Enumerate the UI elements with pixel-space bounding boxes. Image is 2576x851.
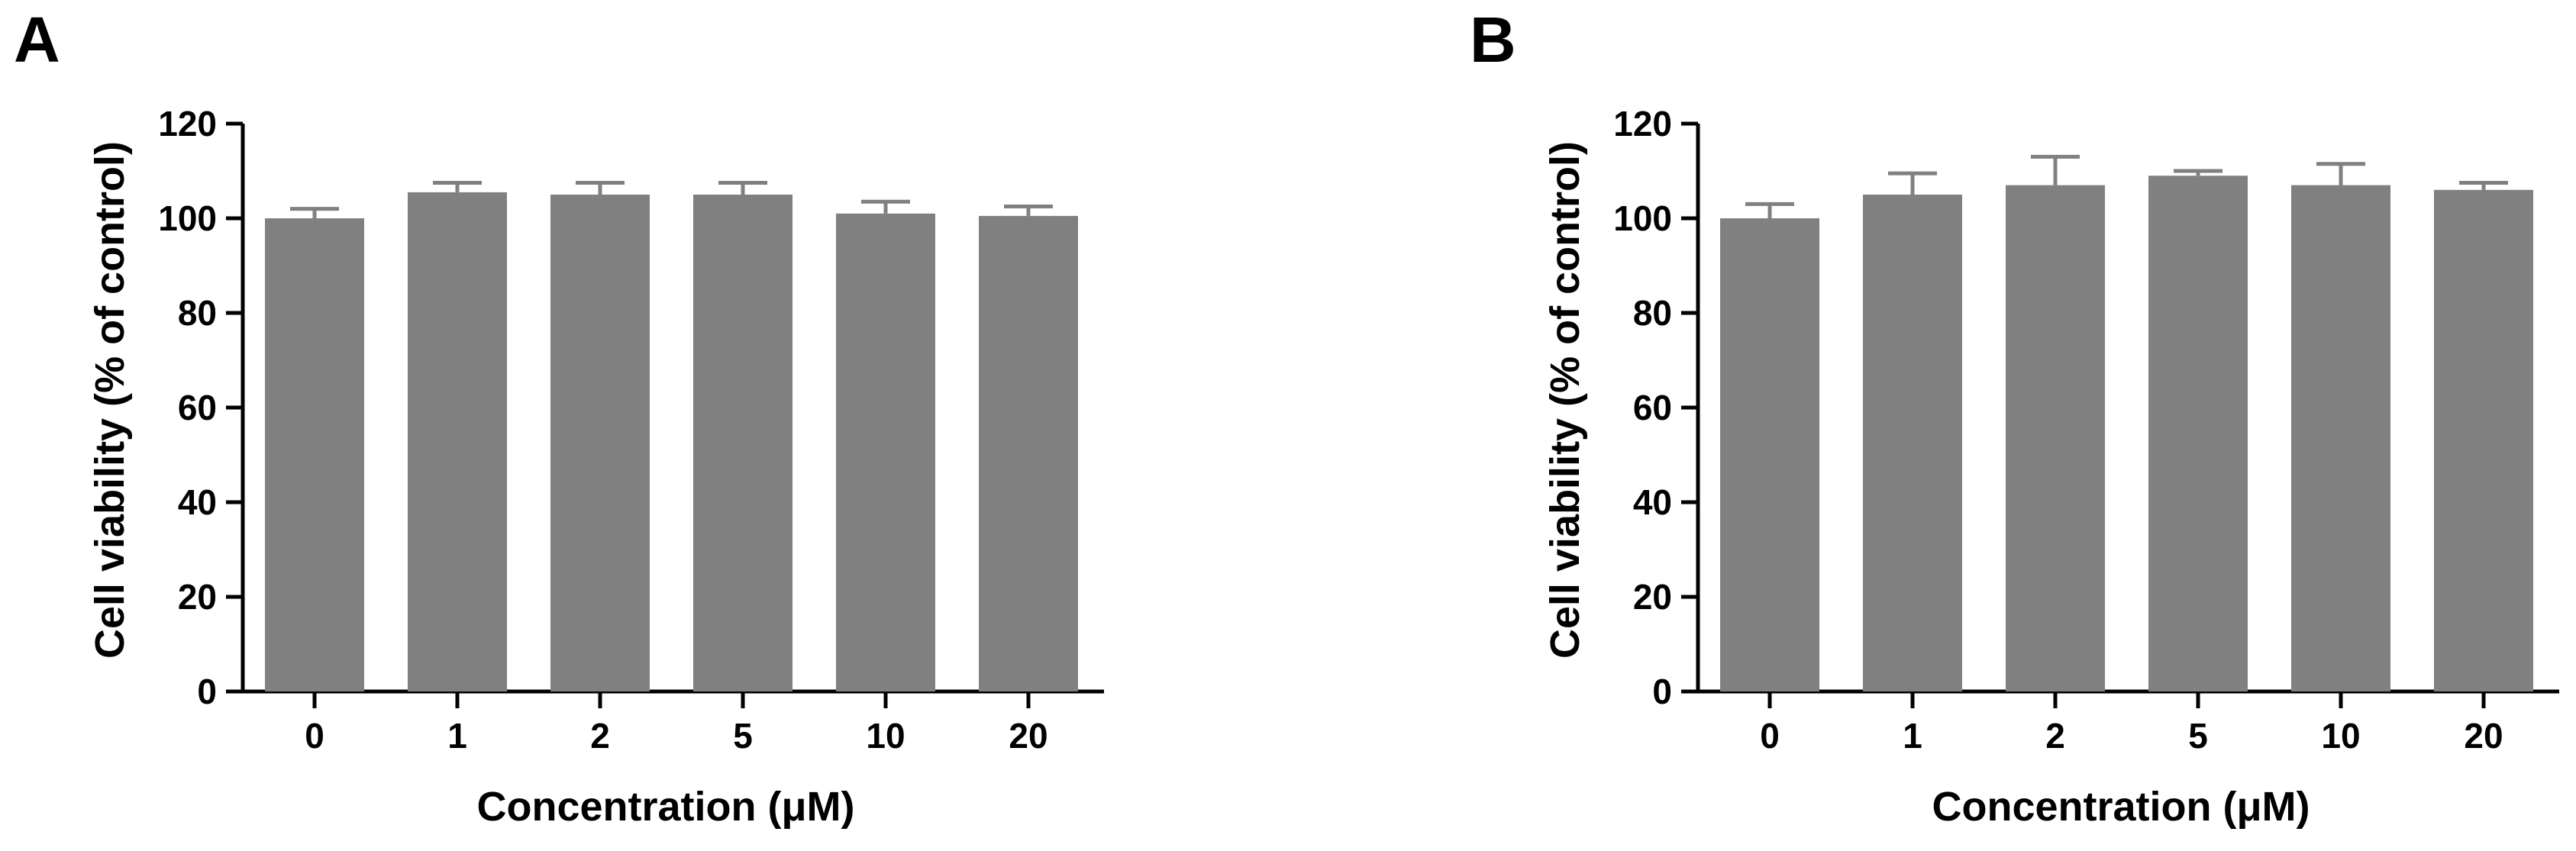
y-tick-label-b-20: 20 — [1633, 577, 1672, 617]
panel-letter-a: A — [14, 4, 60, 76]
error-bar-a-1 — [433, 181, 482, 192]
bar-a-0 — [265, 218, 364, 691]
x-tick-label-b-10: 10 — [2321, 716, 2360, 756]
bar-chart-b: 0 20 40 60 80 100 120 0 1 2 5 10 20 Concentration (μM… — [1542, 104, 2559, 830]
y-tick-label-b-40: 40 — [1633, 482, 1672, 522]
x-tick-label-a-0: 0 — [305, 716, 324, 756]
error-bar-b-20 — [2459, 181, 2508, 190]
bar-chart-a: 0 20 40 60 80 100 120 0 1 2 5 10 20 Concentration (μM… — [87, 104, 1104, 830]
bar-b-0 — [1720, 218, 1819, 691]
error-bar-b-10 — [2316, 162, 2365, 185]
bar-a-2 — [550, 195, 650, 691]
x-tick-label-a-5: 5 — [733, 716, 753, 756]
y-axis-title-b: Cell viability (% of control) — [1542, 141, 1588, 659]
x-tick-label-a-20: 20 — [1009, 716, 1048, 756]
error-bar-b-2 — [2031, 154, 2080, 185]
y-tick-label-a-40: 40 — [178, 482, 217, 522]
x-tick-label-b-0: 0 — [1760, 716, 1780, 756]
y-tick-label-a-120: 120 — [158, 104, 217, 143]
error-bar-a-5 — [718, 181, 767, 195]
x-axis-title-b: Concentration (μM) — [1932, 784, 2310, 830]
error-bar-a-2 — [576, 181, 625, 195]
x-tick-label-a-1: 1 — [447, 716, 467, 756]
x-tick-label-a-2: 2 — [590, 716, 610, 756]
error-bar-b-5 — [2174, 169, 2223, 176]
bar-a-1 — [408, 192, 507, 691]
y-tick-label-b-60: 60 — [1633, 388, 1672, 427]
x-tick-label-b-2: 2 — [2045, 716, 2065, 756]
y-tick-label-a-100: 100 — [158, 198, 217, 238]
x-tick-label-a-10: 10 — [866, 716, 905, 756]
bar-a-20 — [979, 215, 1078, 691]
error-bar-a-20 — [1004, 205, 1053, 216]
bar-a-5 — [693, 195, 792, 691]
y-tick-label-a-60: 60 — [178, 388, 217, 427]
y-tick-label-a-0: 0 — [197, 672, 217, 711]
y-axis-title-a: Cell viability (% of control) — [87, 141, 133, 659]
x-tick-label-b-5: 5 — [2188, 716, 2208, 756]
error-bar-b-0 — [1745, 201, 1794, 218]
bar-b-20 — [2434, 189, 2533, 692]
x-tick-label-b-1: 1 — [1903, 716, 1922, 756]
error-bar-a-0 — [290, 207, 339, 218]
panel-letter-b: B — [1470, 4, 1516, 76]
y-tick-label-a-80: 80 — [178, 293, 217, 333]
error-bar-b-1 — [1888, 171, 1937, 195]
y-tick-label-a-20: 20 — [178, 577, 217, 617]
y-tick-label-b-120: 120 — [1613, 104, 1672, 143]
y-tick-label-b-80: 80 — [1633, 293, 1672, 333]
x-axis-title-a: Concentration (μM) — [477, 784, 855, 830]
bar-b-10 — [2291, 185, 2390, 692]
x-tick-label-b-20: 20 — [2464, 716, 2503, 756]
y-tick-label-b-100: 100 — [1613, 198, 1672, 238]
bar-b-5 — [2148, 176, 2248, 691]
bar-a-10 — [836, 213, 935, 691]
y-tick-label-b-0: 0 — [1652, 672, 1672, 711]
bar-b-2 — [2006, 185, 2105, 692]
error-bar-a-10 — [861, 199, 910, 214]
bar-b-1 — [1863, 195, 1962, 691]
